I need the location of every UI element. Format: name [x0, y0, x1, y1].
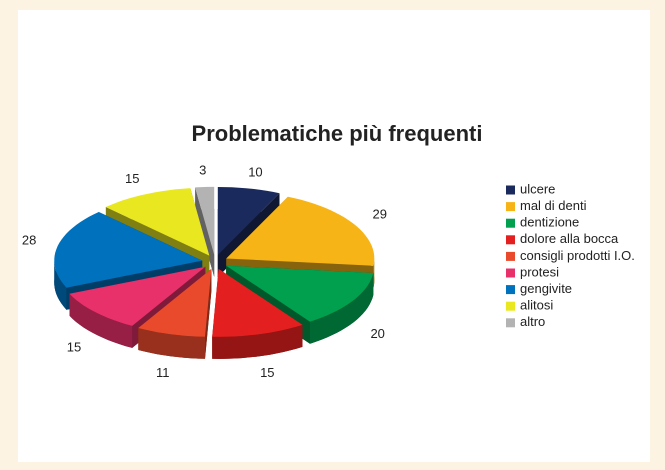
slice [212, 268, 303, 337]
slice [138, 268, 212, 337]
legend-label: protesi [520, 264, 559, 279]
slice-wall [54, 260, 67, 310]
value-label: 28 [22, 233, 36, 248]
legend-label: altro [520, 314, 545, 329]
slice [138, 268, 212, 359]
slice [69, 266, 206, 326]
legend-swatch [506, 318, 515, 328]
legend-label: alitosi [520, 298, 553, 313]
legend-swatch [506, 301, 515, 311]
slice-wall [310, 273, 374, 344]
value-label: 11 [156, 365, 170, 380]
slice [195, 186, 215, 255]
legend-swatch [506, 218, 515, 228]
legend-swatch [506, 185, 515, 195]
slice [54, 212, 203, 288]
slice-wall [212, 324, 303, 359]
legend-swatch [506, 268, 515, 278]
chart-title: Problematiche più frequenti [192, 121, 483, 146]
slice-wall [138, 328, 205, 359]
legend-label: consigli prodotti I.O. [520, 248, 635, 263]
legend-swatch [506, 251, 515, 261]
legend-label: dentizione [520, 215, 579, 230]
slice-side [195, 187, 215, 277]
legend-label: ulcere [520, 181, 555, 196]
slice [212, 268, 303, 359]
legend-label: gengivite [520, 281, 572, 296]
slice-wall [373, 258, 375, 288]
slice [226, 196, 375, 266]
value-label: 20 [370, 326, 384, 341]
slice [105, 188, 210, 256]
legend-swatch [506, 202, 515, 212]
legend-label: mal di denti [520, 198, 587, 213]
legend-swatch [506, 285, 515, 295]
value-label: 15 [67, 340, 81, 355]
legend-label: dolore alla bocca [520, 231, 619, 246]
value-label: 29 [373, 206, 387, 221]
slice-wall [69, 293, 133, 348]
value-label: 15 [125, 171, 139, 186]
value-label: 10 [248, 164, 262, 179]
slice [217, 187, 280, 255]
slice [226, 265, 374, 322]
legend-swatch [506, 235, 515, 245]
value-label: 15 [260, 365, 274, 380]
value-label: 3 [199, 163, 206, 178]
